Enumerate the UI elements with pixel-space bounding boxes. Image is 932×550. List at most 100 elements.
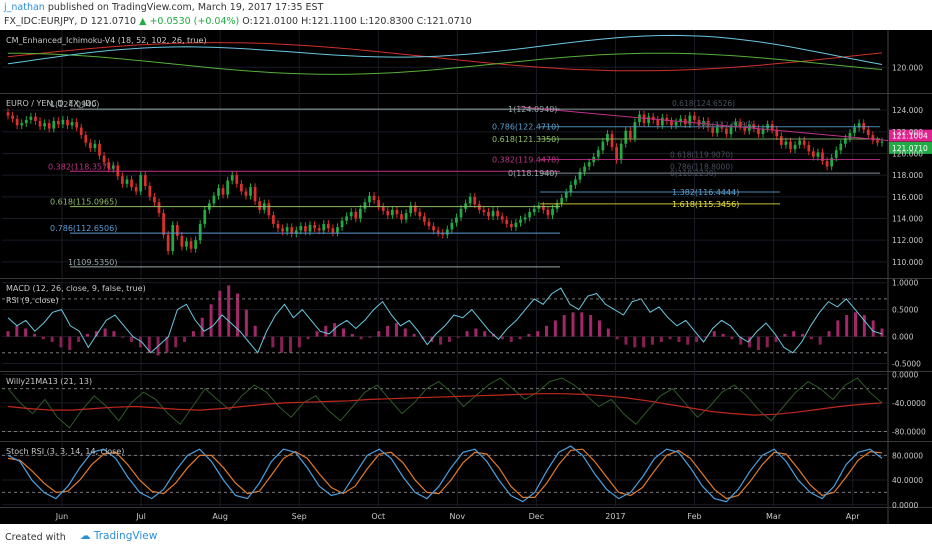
candle-body bbox=[436, 230, 440, 233]
candle-body bbox=[834, 150, 838, 158]
macd-histogram-bar bbox=[668, 336, 672, 340]
x-tick-label: Sep bbox=[292, 512, 307, 521]
candle-body bbox=[802, 140, 806, 145]
candle-body bbox=[409, 205, 413, 214]
candle-body bbox=[56, 121, 60, 125]
candle-body bbox=[651, 116, 655, 120]
candle-body bbox=[798, 140, 801, 145]
macd-histogram-bar bbox=[41, 336, 45, 340]
macd-histogram-bar bbox=[545, 325, 549, 337]
y-tick-label: -80.0000 bbox=[892, 427, 926, 436]
candle-body bbox=[537, 205, 541, 209]
candle-body bbox=[153, 196, 156, 203]
candle-body bbox=[345, 216, 348, 221]
candle-body bbox=[93, 143, 97, 149]
candle-body bbox=[432, 226, 435, 231]
candle-body bbox=[542, 205, 545, 210]
chart-area[interactable]: Jun Jul Aug Sep Oct Nov Dec 2017 Feb Mar Apr 120.00… bbox=[0, 30, 932, 524]
candle-body bbox=[775, 129, 779, 137]
candle-body bbox=[290, 227, 294, 234]
candle-body bbox=[235, 175, 239, 184]
fib-faint-label: 0.618(119.9070) bbox=[670, 151, 733, 160]
chart-background bbox=[0, 30, 932, 524]
macd-histogram-bar bbox=[748, 336, 752, 348]
candle-body bbox=[139, 175, 143, 192]
candle-body bbox=[423, 216, 426, 222]
trend-line bbox=[519, 106, 889, 141]
candle-body bbox=[857, 123, 861, 128]
macd-histogram-bar bbox=[854, 312, 858, 337]
macd-histogram-bar bbox=[103, 328, 107, 337]
macd-histogram-bar bbox=[650, 336, 654, 345]
macd-histogram-bar bbox=[324, 325, 328, 337]
y-tick-label: 0.0000 bbox=[892, 370, 918, 379]
candle-body bbox=[816, 152, 820, 157]
candle-body bbox=[757, 128, 760, 134]
macd-histogram-bar bbox=[121, 336, 125, 338]
created-with-text: Created with bbox=[5, 532, 66, 543]
macd-histogram-bar bbox=[518, 336, 522, 340]
ichimoku-span-a bbox=[7, 42, 883, 72]
macd-histogram-bar bbox=[15, 325, 19, 337]
candle-body bbox=[670, 121, 673, 126]
publish-line: j_nathan published on TradingView.com, M… bbox=[4, 2, 323, 13]
author-link[interactable]: j_nathan bbox=[4, 2, 45, 13]
candle-body bbox=[217, 188, 220, 196]
candle-body bbox=[793, 144, 797, 150]
macd-histogram-bar bbox=[306, 336, 310, 340]
fib-level-label: 0.786(112.6506) bbox=[50, 224, 117, 233]
candle-body bbox=[413, 205, 417, 212]
x-tick-label: Oct bbox=[371, 512, 385, 521]
macd-histogram-bar bbox=[500, 336, 504, 340]
macd-histogram-bar bbox=[227, 285, 231, 337]
candle-body bbox=[240, 183, 243, 192]
candle-body bbox=[844, 138, 847, 144]
candle-body bbox=[212, 195, 216, 204]
candle-body bbox=[61, 119, 65, 125]
candle-body bbox=[779, 136, 783, 145]
candle-body bbox=[194, 240, 197, 249]
macd-histogram-bar bbox=[624, 336, 628, 345]
macd-histogram-bar bbox=[174, 336, 178, 348]
macd-histogram-bar bbox=[341, 328, 345, 337]
macd-histogram-bar bbox=[138, 336, 142, 348]
candle-body bbox=[386, 210, 390, 216]
candle-body bbox=[336, 227, 339, 233]
tradingview-logo[interactable]: ☁ TradingView bbox=[80, 530, 158, 542]
willy-ma-line bbox=[7, 393, 883, 416]
candle-body bbox=[560, 197, 564, 204]
macd-histogram-bar bbox=[756, 336, 760, 351]
y-tick-label: 122.000 bbox=[892, 128, 923, 137]
candle-body bbox=[514, 222, 518, 228]
candle-body bbox=[523, 217, 527, 220]
macd-histogram-bar bbox=[730, 336, 734, 340]
ichimoku-span-b bbox=[7, 52, 883, 75]
macd-histogram-bar bbox=[368, 336, 372, 338]
candle-body bbox=[674, 122, 678, 126]
y-tick-label: 0.000 bbox=[892, 333, 914, 342]
price-change: ▲ +0.0530 (+0.04%) bbox=[139, 16, 240, 27]
candle-body bbox=[198, 223, 202, 241]
macd-histogram-bar bbox=[236, 293, 240, 337]
candle-body bbox=[642, 114, 646, 124]
candle-body bbox=[15, 118, 19, 126]
candle-body bbox=[185, 241, 188, 247]
macd-histogram-bar bbox=[280, 336, 284, 353]
macd-histogram-bar bbox=[765, 336, 769, 348]
macd-histogram-bar bbox=[509, 336, 513, 342]
candle-body bbox=[839, 143, 843, 151]
candle-body bbox=[496, 210, 499, 217]
chart-header: j_nathan published on TradingView.com, M… bbox=[0, 0, 932, 30]
panel-title: EURO / YEN, D, FX_IDC bbox=[6, 99, 97, 108]
candle-body bbox=[583, 166, 586, 172]
candle-body bbox=[404, 213, 408, 220]
macd-histogram-bar bbox=[739, 336, 743, 345]
candle-body bbox=[166, 234, 170, 251]
macd-histogram-bar bbox=[721, 333, 725, 337]
macd-histogram-bar bbox=[845, 315, 849, 337]
candle-body bbox=[157, 202, 161, 214]
candle-body bbox=[633, 122, 637, 139]
candle-body bbox=[221, 188, 225, 195]
candle-body bbox=[624, 130, 628, 144]
candle-body bbox=[688, 115, 692, 125]
